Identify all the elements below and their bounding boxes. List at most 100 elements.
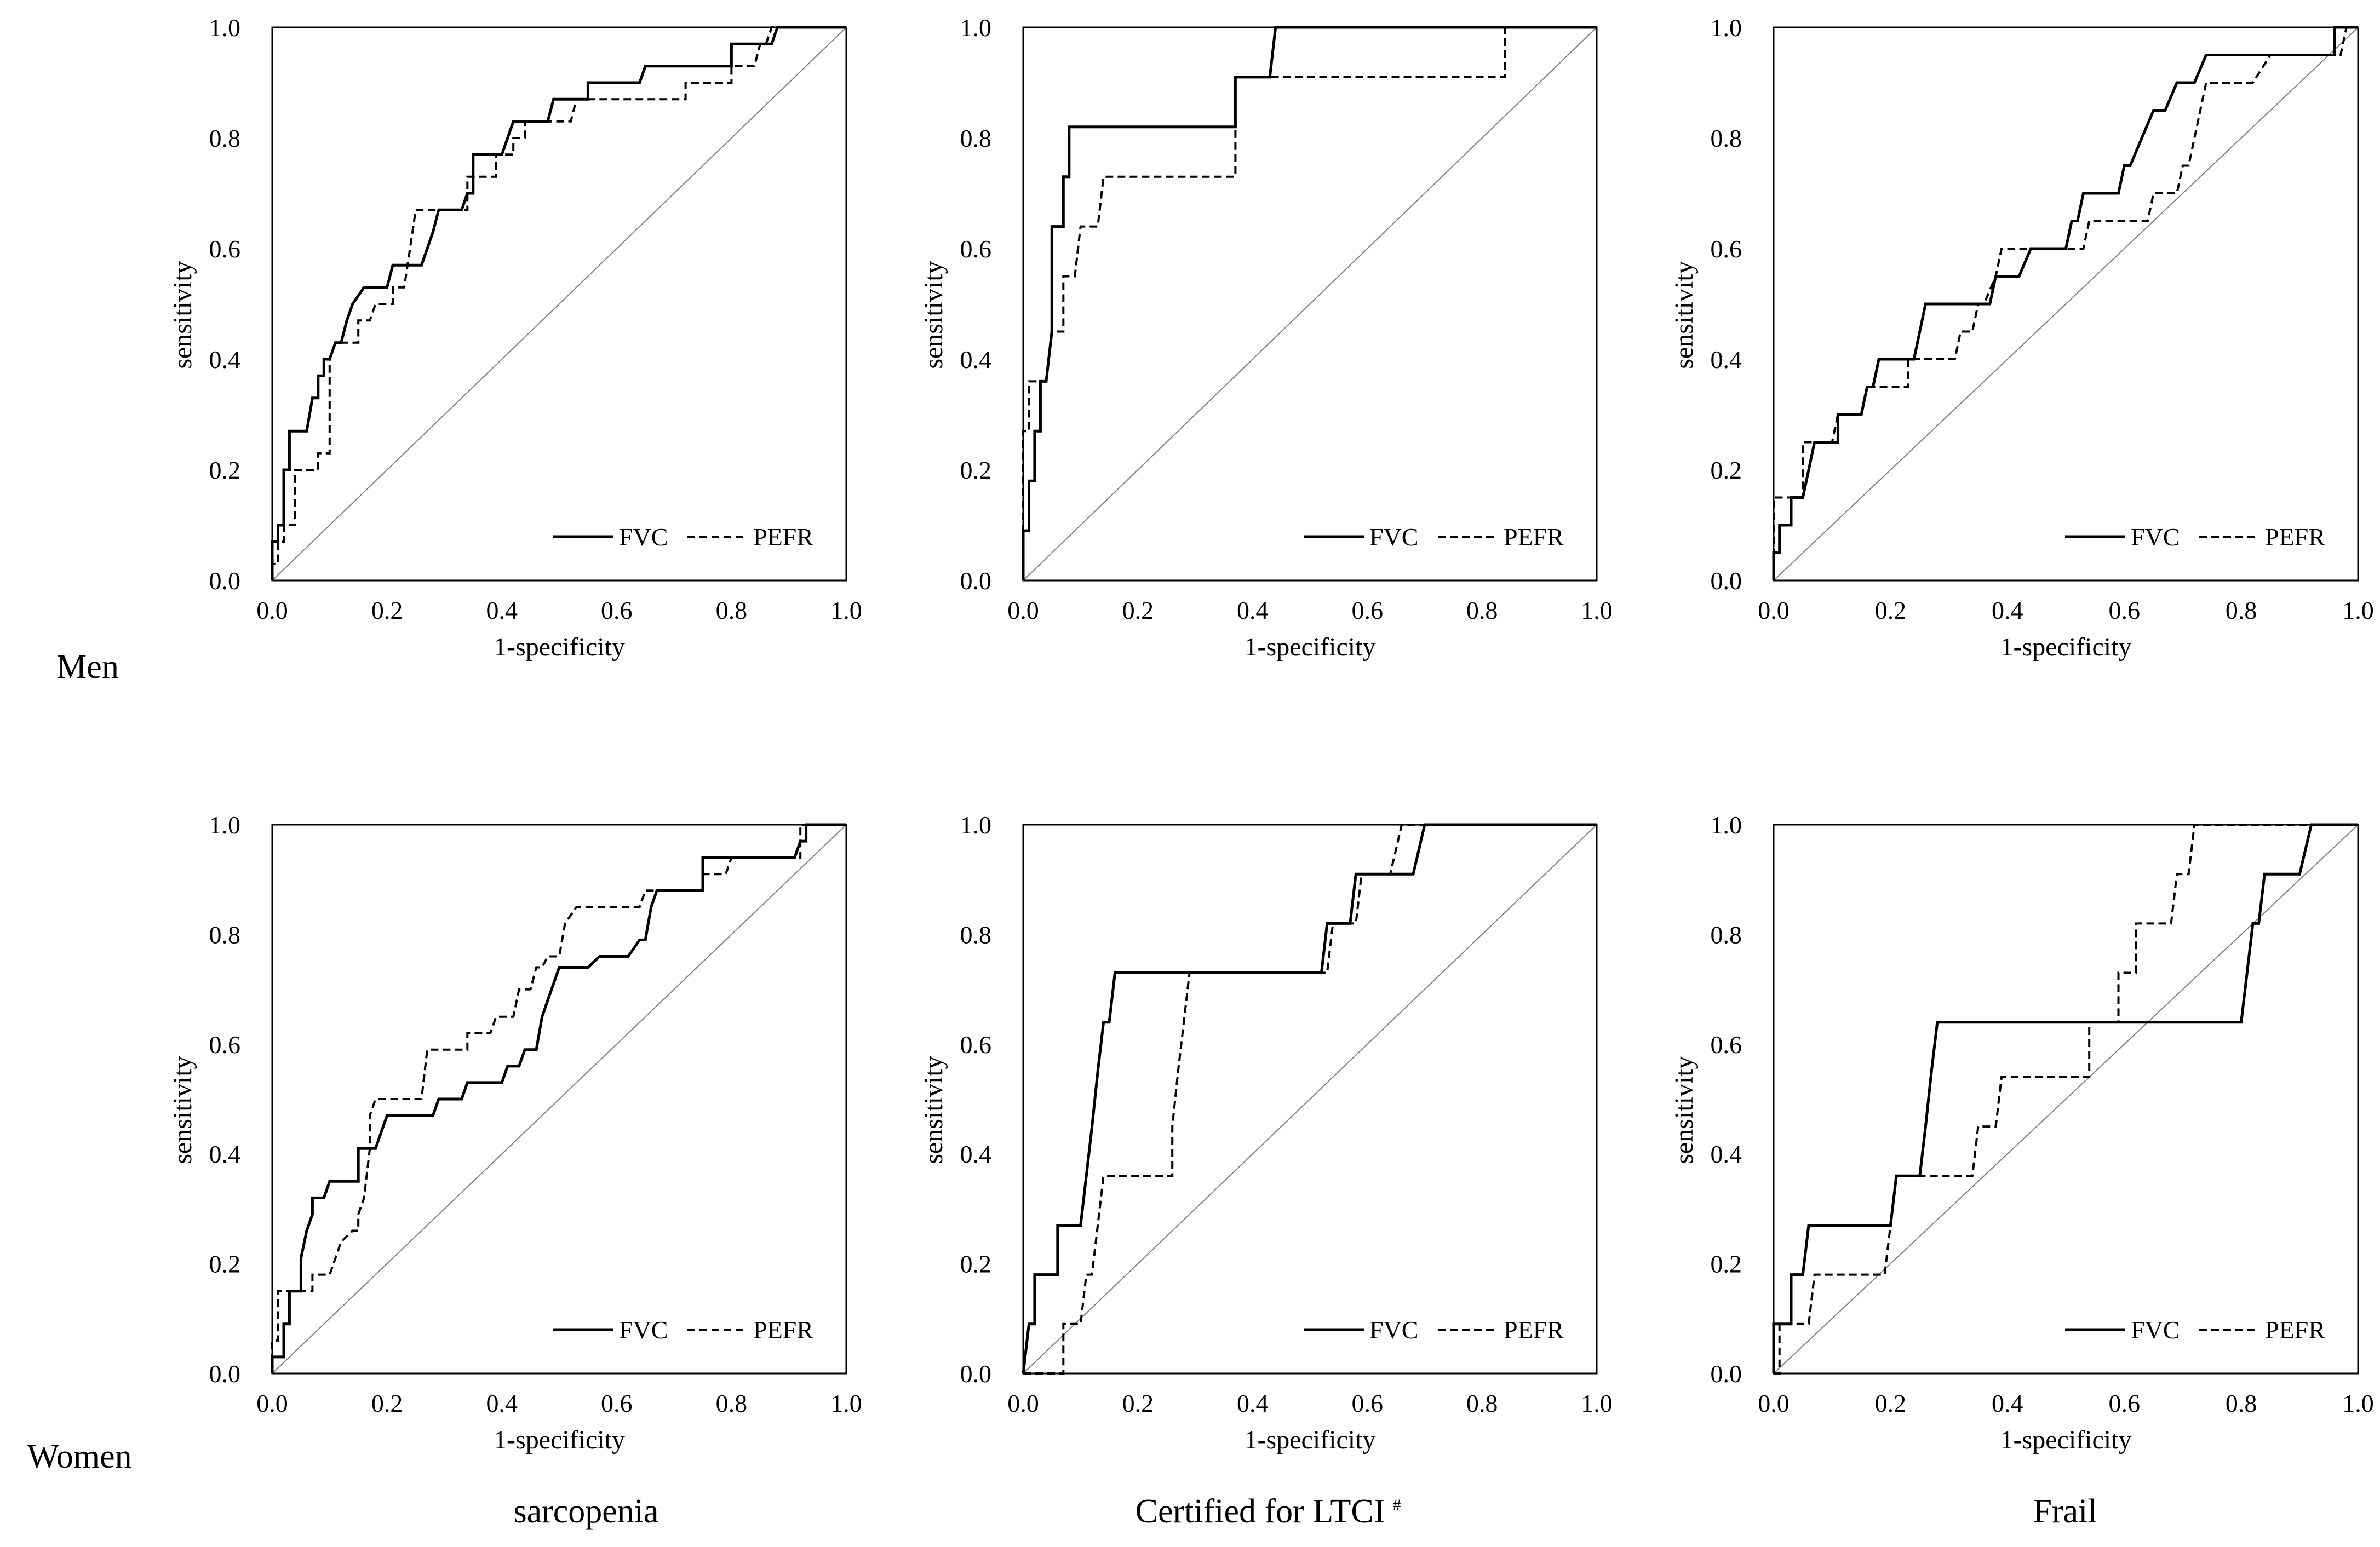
fvc-roc-line [1022, 26, 1597, 580]
reference-diagonal [272, 27, 847, 581]
x-tick-label: 0.6 [601, 596, 633, 624]
reference-diagonal [1023, 824, 1597, 1374]
y-tick-label: 0.8 [209, 124, 241, 152]
row-label-women: Women [27, 1438, 131, 1475]
x-tick-label: 0.0 [1007, 596, 1039, 624]
y-axis-label: sensitivity [168, 261, 197, 369]
x-tick-label: 0.0 [1007, 1389, 1039, 1417]
y-tick-label: 0.4 [1711, 346, 1742, 373]
legend-fvc-label: FVC [1369, 523, 1418, 551]
y-tick-label: 0.4 [209, 1140, 241, 1168]
y-tick-label: 0.8 [960, 124, 992, 152]
x-tick-label: 0.8 [716, 596, 748, 624]
y-tick-label: 0.8 [960, 921, 992, 948]
y-tick-label: 0.2 [1711, 1250, 1742, 1278]
x-tick-label: 0.6 [2108, 1389, 2140, 1417]
fvc-roc-line [1772, 26, 2358, 580]
reference-diagonal [1023, 27, 1597, 581]
x-tick-label: 0.6 [1351, 596, 1383, 624]
y-tick-label: 1.0 [960, 811, 992, 839]
x-tick-label: 0.8 [2226, 1389, 2257, 1417]
x-axis-label: 1-specificity [1245, 632, 1376, 662]
y-tick-label: 0.0 [1711, 567, 1742, 595]
pefr-roc-line [271, 26, 846, 580]
x-tick-label: 1.0 [1581, 1389, 1613, 1417]
x-tick-label: 0.6 [1351, 1389, 1383, 1417]
x-tick-label: 0.4 [1237, 596, 1269, 624]
roc-panel-1: 0.0 0.2 0.4 0.6 0.8 1.0 0.0 0.2 0.4 0.6 0.8 1.0 1-sp… [168, 14, 862, 662]
pefr-roc-line [1023, 824, 1597, 1375]
column-label-ltci: Certified for LTCI # [1135, 1493, 1401, 1530]
y-tick-label: 0.2 [960, 1250, 992, 1278]
roc-panel-3: 0.0 0.2 0.4 0.6 0.8 1.0 0.0 0.2 0.4 0.6 0.8 1.0 1-sp… [1670, 14, 2374, 662]
roc-panels: 0.0 0.2 0.4 0.6 0.8 1.0 0.0 0.2 0.4 0.6 0.8 1.0 1-sp… [168, 14, 2374, 1454]
y-tick-label: 0.4 [1711, 1140, 1742, 1168]
legend-fvc-label: FVC [1369, 1316, 1418, 1344]
y-tick-label: 0.2 [1711, 456, 1742, 484]
y-tick-label: 0.0 [1711, 1360, 1742, 1388]
roc-panel-6: 0.0 0.2 0.4 0.6 0.8 1.0 0.0 0.2 0.4 0.6 0.8 1.0 1-sp… [1670, 811, 2374, 1454]
legend-pefr-label: PEFR [2265, 523, 2325, 551]
legend-pefr-label: PEFR [1504, 1316, 1564, 1344]
y-tick-label: 1.0 [1711, 14, 1742, 42]
y-tick-label: 0.6 [1711, 235, 1742, 263]
x-axis-label: 1-specificity [494, 1425, 625, 1454]
column-label-frail: Frail [2033, 1493, 2097, 1530]
y-tick-label: 0.2 [209, 1250, 241, 1278]
x-tick-label: 1.0 [830, 596, 862, 624]
x-tick-label: 0.0 [256, 1389, 288, 1417]
pefr-roc-line [1774, 824, 2358, 1375]
legend-fvc-label: FVC [619, 523, 668, 551]
x-tick-label: 0.2 [1122, 1389, 1154, 1417]
x-tick-label: 0.8 [2226, 596, 2257, 624]
y-tick-label: 0.0 [960, 567, 992, 595]
x-axis-label: 1-specificity [494, 632, 625, 662]
legend-pefr-label: PEFR [753, 1316, 813, 1344]
y-tick-label: 0.4 [960, 346, 992, 373]
x-tick-label: 1.0 [2342, 1389, 2374, 1417]
y-tick-label: 0.4 [960, 1140, 992, 1168]
x-tick-label: 0.4 [1237, 1389, 1269, 1417]
x-tick-label: 0.0 [1758, 1389, 1790, 1417]
x-tick-label: 0.2 [1122, 596, 1154, 624]
y-tick-label: 1.0 [1711, 811, 1742, 839]
x-tick-label: 0.8 [1466, 1389, 1498, 1417]
roc-panel-5: 0.0 0.2 0.4 0.6 0.8 1.0 0.0 0.2 0.4 0.6 0.8 1.0 1-sp… [919, 811, 1613, 1454]
x-tick-label: 0.0 [256, 596, 288, 624]
y-axis-label: sensitivity [1670, 261, 1699, 369]
pefr-roc-line [1022, 26, 1597, 580]
column-label-ltci-text: Certified for LTCI [1135, 1493, 1385, 1530]
x-tick-label: 0.8 [716, 1389, 748, 1417]
y-tick-label: 1.0 [960, 14, 992, 42]
row-label-men: Men [56, 648, 119, 686]
y-tick-label: 0.6 [209, 235, 241, 263]
fvc-roc-line [1022, 823, 1597, 1374]
fvc-roc-line [271, 823, 846, 1373]
y-tick-label: 0.6 [960, 235, 992, 263]
y-tick-label: 0.0 [960, 1360, 992, 1388]
x-tick-label: 0.2 [1875, 596, 1907, 624]
y-axis-label: sensitivity [168, 1056, 197, 1164]
y-tick-label: 0.2 [960, 456, 992, 484]
x-tick-label: 1.0 [2342, 596, 2374, 624]
y-tick-label: 0.4 [209, 346, 241, 373]
x-tick-label: 0.4 [486, 1389, 518, 1417]
legend-pefr-label: PEFR [753, 523, 813, 551]
fvc-roc-line [1772, 823, 2358, 1373]
x-tick-label: 1.0 [830, 1389, 862, 1417]
x-axis-label: 1-specificity [1245, 1425, 1376, 1454]
y-tick-label: 0.0 [209, 1360, 241, 1388]
x-tick-label: 0.8 [1466, 596, 1498, 624]
x-axis-label: 1-specificity [2000, 632, 2132, 662]
y-axis-label: sensitivity [919, 1056, 948, 1164]
y-tick-label: 0.6 [209, 1031, 241, 1059]
column-label-sarcopenia: sarcopenia [513, 1493, 658, 1530]
x-axis-label: 1-specificity [2000, 1425, 2132, 1454]
x-tick-label: 0.4 [486, 596, 518, 624]
y-axis-label: sensitivity [919, 261, 948, 369]
x-tick-label: 1.0 [1581, 596, 1613, 624]
x-tick-label: 0.6 [601, 1389, 633, 1417]
y-tick-label: 1.0 [209, 811, 241, 839]
reference-diagonal [272, 824, 847, 1374]
legend-pefr-label: PEFR [2265, 1316, 2325, 1344]
